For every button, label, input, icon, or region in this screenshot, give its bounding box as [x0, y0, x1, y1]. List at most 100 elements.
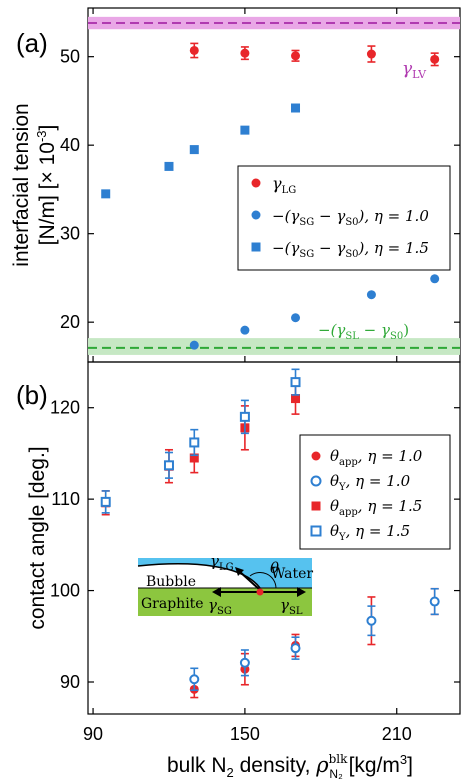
- gamma-sl-label: −(γSL − γS0): [318, 321, 409, 342]
- legend-a-2-sub: SG: [299, 249, 314, 260]
- legend-b-1-sym: θ: [330, 472, 339, 490]
- inset-bubble-label: Bubble: [146, 574, 196, 590]
- gamma-sl-sub: SL: [345, 331, 359, 342]
- legend-b-marker-2: [312, 502, 321, 511]
- ylabel-a-line1: interfacial tension: [10, 103, 33, 266]
- panel-a-point-1-2: [291, 313, 300, 322]
- panel-a-point-0-4: [430, 55, 439, 64]
- panel-b-point-1-4: [431, 598, 439, 606]
- gamma-sl-prefix: −(γ: [318, 321, 345, 339]
- gamma-lv-label: γLV: [402, 59, 427, 81]
- legend-b-3-tail: , η = 1.5: [346, 522, 410, 540]
- panel-b-point-1-2: [292, 644, 300, 652]
- panel-b-label: (b): [16, 380, 48, 410]
- panel-a-point-1-3: [367, 290, 376, 299]
- legend-a-2-sub2: S0: [345, 249, 358, 260]
- legend-a-marker-2: [252, 243, 261, 252]
- legend-b-2-sym: θ: [330, 497, 339, 515]
- contact-angle-inset: Water Bubble Graphite θ γLG γSG γSL: [138, 552, 313, 617]
- legend-a-0-sym: γ: [272, 174, 282, 193]
- inset-gamma-sl-sub: SL: [289, 606, 303, 617]
- panel-b-point-3-4: [292, 378, 300, 386]
- legend-b-0-tail: , η = 1.0: [358, 447, 423, 465]
- legend-b-3-sym: θ: [330, 522, 339, 540]
- contact-point: [257, 589, 264, 596]
- legend-b-0-sub: app: [339, 457, 358, 468]
- panel-b-point-1-3: [367, 617, 375, 625]
- legend-b-1-tail: , η = 1.0: [346, 472, 411, 490]
- panel-b-xlabel: bulk N2 density, ρblk N₂ [kg/m3]: [167, 752, 413, 781]
- xtick-label-2: 210: [382, 724, 412, 744]
- panel-a-ytick-label-0: 20: [60, 312, 80, 332]
- panel-a-ylabel: interfacial tension [N/m] [× 10-3]: [10, 103, 59, 266]
- hline-band-1: [88, 338, 460, 355]
- panel-a-point-2-1: [164, 162, 173, 171]
- ylabel-a-mult: × 10: [36, 142, 59, 183]
- legend-a-1-sub: SG: [299, 217, 314, 228]
- panel-a-point-2-4: [291, 104, 300, 113]
- legend-a-2-tail: ), η = 1.5: [358, 239, 429, 257]
- panel-a-point-0-0: [190, 46, 199, 55]
- legend-a-2-rest: − γ: [314, 239, 345, 257]
- panel-b-point-3-3: [241, 413, 249, 421]
- panel-a-point-1-1: [240, 326, 249, 335]
- legend-a-1-rest: − γ: [314, 207, 345, 225]
- panel-b-point-3-2: [190, 438, 198, 446]
- ylabel-a-line2: [N/m] [× 10-3]: [34, 125, 59, 246]
- legend-b-2-tail: , η = 1.5: [358, 497, 422, 515]
- panel-b-point-3-0: [102, 498, 110, 506]
- gamma-sl-mid: − γ: [359, 321, 390, 339]
- legend-a-marker-1: [252, 211, 261, 220]
- legend-a-2-sym: −(γ: [272, 239, 299, 257]
- gamma-sl-sub2: S0: [390, 331, 403, 342]
- xtick-label-1: 150: [230, 724, 260, 744]
- inset-theta-label: θ: [270, 559, 279, 577]
- xlabel-prefix: bulk N: [167, 754, 227, 777]
- inset-gamma-lg-sub: LG: [219, 562, 234, 573]
- xtick-label-0: 90: [83, 724, 103, 744]
- xlabel-rho-sub: N₂: [329, 767, 343, 781]
- legend-b-marker-1: [312, 477, 321, 486]
- inset-gamma-lg-label: γLG: [210, 552, 234, 573]
- panel-a-point-2-2: [190, 145, 199, 154]
- panel-a-point-0-1: [240, 49, 249, 58]
- ylabel-a-prefix: [N/m] [: [36, 183, 59, 245]
- panel-a-label: (a): [16, 28, 48, 58]
- xlabel-sub: 2: [227, 765, 234, 780]
- panel-b-ytick-label-2: 110: [51, 489, 80, 509]
- panel-a-point-2-3: [240, 126, 249, 135]
- panel-b-legend: θapp, η = 1.0 θY, η = 1.0 θapp, η = 1.5 …: [300, 435, 450, 549]
- xlabel-mid: density,: [234, 754, 316, 777]
- panel-a-point-1-4: [430, 274, 439, 283]
- inset-gamma-sg-sub: SG: [217, 606, 232, 617]
- panel-a-ytick-label-1: 30: [60, 224, 80, 244]
- legend-b-0-sym: θ: [330, 447, 339, 465]
- xlabel-unit-sup: 3: [400, 752, 407, 767]
- panel-a-point-0-2: [291, 51, 300, 60]
- panel-a-point-0-3: [367, 50, 376, 59]
- legend-b-marker-3: [312, 527, 321, 536]
- panel-b-point-1-1: [241, 659, 249, 667]
- panel-a-legend: γLG −(γSG − γS0), η = 1.0 −(γSG − γS0), …: [238, 166, 450, 270]
- legend-a-0-sub: LG: [282, 185, 297, 196]
- inset-gamma-sg-sym: γ: [208, 596, 217, 614]
- legend-a-1-sym: −(γ: [272, 207, 299, 225]
- ylabel-a-exp: -3: [34, 130, 49, 142]
- panel-a-point-2-0: [101, 189, 110, 198]
- panel-b-point-1-0: [190, 675, 198, 683]
- gamma-sl-tail: ): [403, 321, 409, 339]
- inset-gamma-lg-sym: γ: [210, 552, 219, 570]
- inset-graphite-label: Graphite: [141, 596, 204, 612]
- legend-b-marker-0: [312, 452, 321, 461]
- legend-a-marker-0: [252, 179, 261, 188]
- xlabel-end: ]: [407, 754, 413, 777]
- legend-b-2-sub: app: [339, 507, 358, 518]
- xlabel-tail: [kg/m: [343, 754, 400, 777]
- panel-b-point-3-1: [165, 461, 173, 469]
- ylabel-a-suffix: ]: [36, 125, 59, 131]
- panel-b: 90100110120 90 150 210 (b) contact angle […: [16, 8, 460, 781]
- panel-a-ytick-label-2: 40: [60, 135, 80, 155]
- panel-a-point-1-0: [190, 341, 199, 350]
